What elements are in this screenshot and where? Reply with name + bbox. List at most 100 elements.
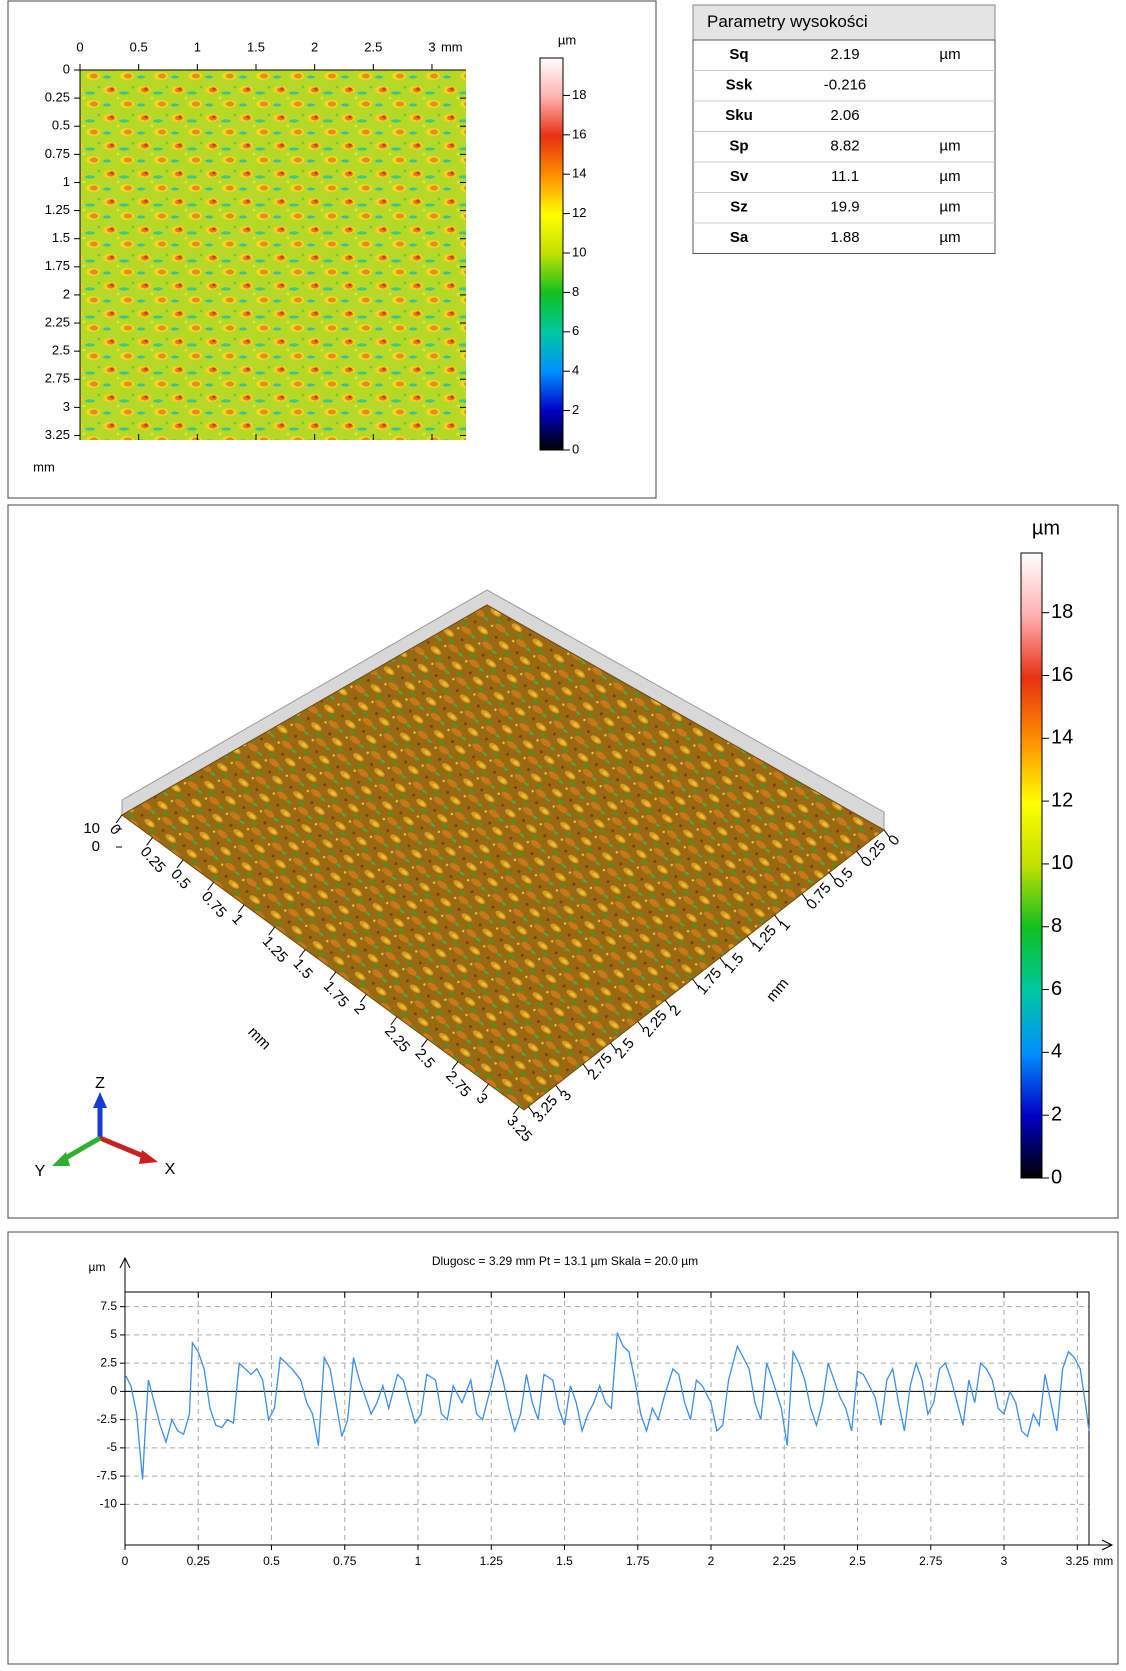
triad-y (60, 1135, 102, 1163)
y-axis-label: µm (89, 1260, 106, 1274)
z-tick-label: 0 (92, 838, 100, 855)
x-tick-label: 2 (350, 1000, 368, 1018)
y-tick-label: 0 (110, 1384, 117, 1398)
triad-y-head (52, 1152, 70, 1166)
y-tick-label: 0 (885, 832, 903, 849)
axes-triad (52, 1092, 158, 1166)
x-tick-label: 2 (311, 39, 318, 54)
table-cell: 11.1 (831, 168, 859, 185)
x-tick (359, 994, 367, 1003)
x-tick (176, 859, 184, 869)
colorbar-label: µm (558, 32, 576, 47)
colorbar-tick-label: 2 (572, 402, 579, 417)
y-tick-label: 0 (63, 61, 70, 76)
x-tick-label: 2.25 (773, 1554, 797, 1568)
x-tick (298, 949, 306, 958)
y-tick (664, 999, 672, 1009)
y-tick-label: 2 (63, 286, 70, 301)
y-tick-label: 1.25 (45, 202, 70, 217)
y-tick (527, 1106, 535, 1115)
y-tick-label: 2 (666, 1002, 684, 1019)
x-tick-label: 1 (415, 1554, 422, 1568)
y-tick (746, 936, 754, 945)
table-cell: Sp (729, 138, 748, 155)
y-tick-label: 5 (110, 1327, 117, 1341)
table-cell: Ssk (726, 77, 753, 94)
colorbar-tick-label: 6 (572, 323, 579, 338)
colorbar-tick-label: 6 (1051, 978, 1062, 1000)
x-tick-label: 3.25 (1066, 1554, 1090, 1568)
colorbar-tick-label: 4 (1051, 1041, 1062, 1063)
x-tick-label: 2.5 (849, 1554, 866, 1568)
y-tick-label: 2.25 (45, 314, 70, 329)
table-cell: Sz (730, 199, 748, 216)
y-tick-label: 1 (776, 917, 794, 934)
x-tick-label: 0 (76, 39, 83, 54)
colorbar-tick-label: 8 (572, 284, 579, 299)
colorbar-label: µm (1032, 517, 1060, 539)
colorbar-tick-label: 8 (1051, 915, 1062, 937)
table-cell: µm (939, 46, 960, 63)
x-tick-label: 0.5 (130, 39, 148, 54)
y-tick-label: 2.5 (52, 343, 70, 358)
x-tick-label: 3 (1001, 1554, 1008, 1568)
x-tick-label: 1.5 (289, 955, 316, 982)
y-axis-label: mm (763, 975, 792, 1005)
x-tick (390, 1016, 398, 1026)
x-tick (482, 1083, 489, 1093)
colorbar-tick-label: 14 (572, 166, 586, 181)
x-tick-label: 0.25 (187, 1554, 211, 1568)
colorbar-tick-label: 16 (572, 126, 586, 141)
x-tick-label: 0.75 (198, 888, 230, 921)
colorbar (1020, 552, 1043, 1179)
plot-frame (124, 1291, 1090, 1546)
x-tick-label: 0.5 (167, 866, 194, 893)
table-header (692, 4, 996, 41)
x-tick (207, 881, 215, 891)
x-unit: mm (441, 39, 463, 54)
triad-x-head (139, 1150, 158, 1164)
y-tick (719, 957, 727, 966)
triad-label-x: X (165, 1161, 176, 1178)
y-tick (801, 893, 809, 903)
table-body (692, 39, 996, 254)
y-tick-label: -2.5 (96, 1412, 117, 1426)
x-tick-label: 3 (473, 1090, 491, 1108)
table-cell: 2.19 (830, 46, 859, 63)
x-tick (329, 971, 337, 981)
table-cell: 8.82 (830, 138, 859, 155)
y-tick-label: 1.75 (45, 258, 70, 273)
axis-arrow (119, 1256, 131, 1292)
colorbar-tick-label: 16 (1051, 664, 1073, 686)
x-tick (512, 1106, 520, 1115)
x-tick-label: 0.5 (263, 1554, 280, 1568)
y-unit: mm (33, 459, 55, 474)
table-cell: 1.88 (830, 229, 859, 246)
y-tick-label: 0.25 (45, 90, 70, 105)
table-cell: 19.9 (830, 199, 859, 216)
x-tick (237, 904, 245, 913)
y-tick-label: -5 (106, 1440, 117, 1454)
y-tick (828, 872, 836, 881)
colorbar-tick-label: 18 (572, 87, 586, 102)
profile-line (124, 1332, 1090, 1480)
x-tick-label: 1.25 (259, 933, 291, 966)
colorbar-tick-label: 0 (572, 441, 579, 456)
y-tick (610, 1042, 617, 1052)
z-tick-label: 10 (83, 820, 100, 837)
table-cell: µm (939, 138, 960, 155)
x-tick-label: 1.75 (626, 1554, 650, 1568)
x-tick-label: 1.75 (320, 978, 352, 1011)
colorbar-tick-label: 12 (1051, 789, 1073, 811)
colorbar-tick-label: 12 (572, 205, 586, 220)
table-cell: Sv (730, 168, 749, 185)
y-tick-label: 1 (63, 174, 70, 189)
colorbar-tick-label: 18 (1051, 601, 1073, 623)
table-title: Parametry wysokości (707, 12, 868, 31)
y-tick-label: 0.75 (45, 146, 70, 161)
x-tick-label: 2.75 (442, 1068, 474, 1101)
y-tick-label: 2.75 (45, 371, 70, 386)
y-tick-label: -7.5 (96, 1468, 117, 1482)
table-cell: -0.216 (824, 77, 867, 94)
